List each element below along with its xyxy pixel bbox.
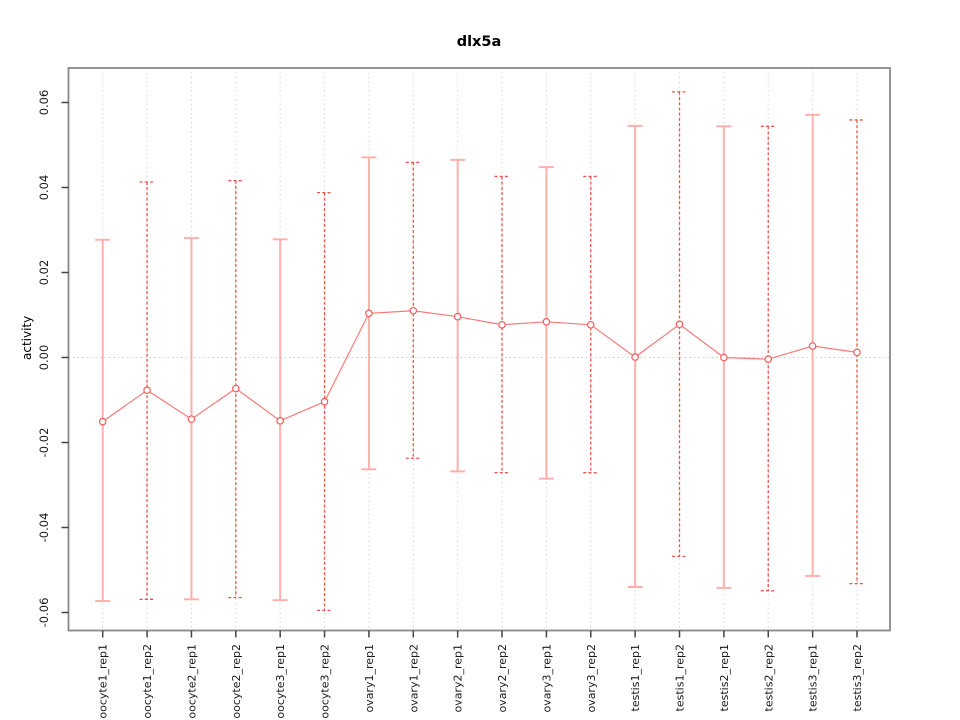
x-tick-label: testis1_rep1 <box>629 644 642 711</box>
y-tick-label: 0.04 <box>37 175 51 201</box>
y-tick-label: 0.02 <box>37 260 51 286</box>
data-point <box>853 348 861 357</box>
data-point <box>631 353 639 361</box>
y-axis-label: activity <box>20 315 34 360</box>
plot-border <box>67 67 891 632</box>
x-tick-label: ovary1_rep2 <box>407 644 420 713</box>
data-point <box>675 320 684 329</box>
data-point <box>720 353 728 362</box>
data-point <box>143 386 151 395</box>
y-tick-label: -0.06 <box>37 598 51 628</box>
x-tick-label: oocyte1_rep2 <box>141 644 154 719</box>
data-point <box>365 309 373 318</box>
x-tick-label: oocyte2_rep1 <box>185 644 198 719</box>
data-point <box>542 317 551 326</box>
y-tick-label: 0.00 <box>37 345 51 371</box>
data-point <box>98 417 107 426</box>
chart-title: dlx5a <box>456 34 502 50</box>
x-tick-label: ovary3_rep1 <box>540 644 553 713</box>
y-tick-label: 0.06 <box>37 90 51 116</box>
x-tick-label: oocyte1_rep1 <box>97 644 110 719</box>
x-tick-label: oocyte3_rep2 <box>319 644 332 719</box>
x-tick-label: ovary3_rep2 <box>585 644 598 713</box>
x-tick-label: testis3_rep2 <box>851 644 864 711</box>
x-tick-label: ovary2_rep2 <box>496 644 509 713</box>
series-line <box>102 310 858 423</box>
x-tick-label: oocyte3_rep1 <box>274 644 287 719</box>
x-tick-label: ovary2_rep1 <box>452 644 465 713</box>
x-tick-label: testis2_rep2 <box>762 644 775 711</box>
y-tick-label: -0.02 <box>37 428 51 458</box>
data-point <box>232 384 240 393</box>
data-point <box>586 320 595 329</box>
data-point <box>764 355 773 364</box>
data-point <box>276 417 284 425</box>
error-bar <box>849 119 865 585</box>
x-tick-label: ovary1_rep1 <box>363 644 376 713</box>
x-tick-label: testis2_rep1 <box>718 644 731 711</box>
error-bar <box>672 91 688 558</box>
data-point <box>187 415 196 423</box>
error-bar <box>760 125 776 592</box>
x-tick-label: testis1_rep2 <box>674 644 687 711</box>
data-point <box>498 320 506 329</box>
data-point <box>320 397 329 406</box>
x-tick-label: testis3_rep1 <box>807 644 820 711</box>
data-point <box>409 306 418 315</box>
data-point <box>808 342 817 350</box>
data-point <box>453 312 462 321</box>
x-tick-label: oocyte2_rep2 <box>230 644 243 719</box>
y-tick-label: -0.04 <box>37 513 51 543</box>
